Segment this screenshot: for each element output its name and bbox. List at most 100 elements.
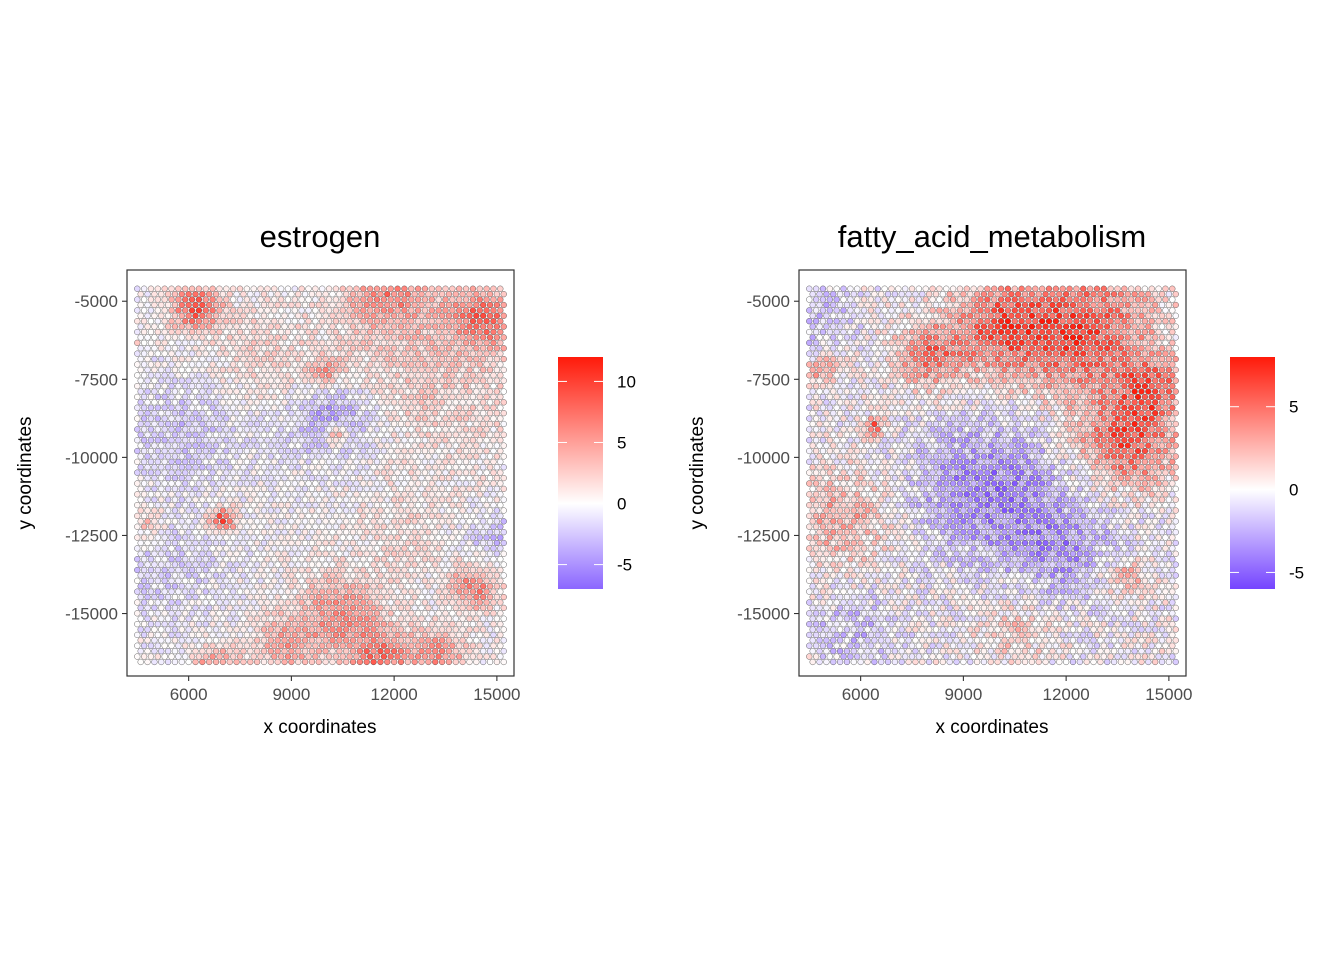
spot (439, 442, 446, 449)
spot (264, 307, 271, 314)
spot (1124, 312, 1131, 319)
spot (219, 615, 226, 622)
spot (260, 291, 268, 298)
spot (497, 502, 504, 509)
spot (864, 355, 871, 363)
spot (192, 301, 199, 309)
spot (219, 496, 226, 503)
spot (243, 318, 250, 325)
spot (236, 512, 244, 519)
spot (449, 512, 456, 519)
spot (339, 588, 346, 595)
spot (1056, 345, 1063, 352)
spot (370, 572, 377, 579)
spot (466, 431, 473, 438)
spot (363, 583, 370, 590)
spot (260, 442, 268, 449)
spot (264, 437, 271, 444)
spot (404, 648, 411, 655)
spot (987, 355, 994, 363)
spot (397, 312, 405, 319)
spot (267, 453, 274, 460)
spot (445, 572, 453, 579)
spot (195, 491, 202, 498)
spot (1138, 323, 1145, 330)
spot (267, 301, 274, 309)
panel-estrogen: estrogen 6000 9000 12000 15000 -5000-7500-1… (15, 219, 636, 738)
spot (141, 610, 148, 617)
spot (295, 377, 302, 384)
spot (216, 545, 223, 552)
spot (298, 599, 305, 606)
spot (281, 496, 288, 503)
spot (442, 545, 449, 552)
spot (960, 366, 967, 373)
spot (178, 550, 185, 557)
spot (1028, 291, 1035, 298)
spot (497, 588, 504, 595)
spot (171, 572, 179, 579)
spot (1104, 334, 1111, 341)
spot (144, 323, 151, 330)
spot (339, 621, 346, 628)
spot (158, 377, 165, 384)
spot (1114, 393, 1121, 400)
spot (329, 539, 336, 547)
spot (480, 453, 487, 460)
spot (884, 388, 892, 395)
spot (1004, 318, 1011, 325)
spot (967, 301, 974, 309)
spot (449, 404, 456, 411)
spot (819, 285, 827, 292)
spot (236, 480, 244, 487)
spot (349, 474, 357, 482)
spot (230, 285, 237, 292)
spot (264, 588, 271, 595)
spot (462, 512, 470, 519)
spot (486, 420, 494, 428)
spot (171, 334, 179, 341)
spot (816, 334, 823, 341)
spot (219, 355, 226, 363)
spot (991, 361, 998, 368)
spot (418, 518, 425, 525)
spot (185, 658, 192, 666)
spot (206, 366, 213, 373)
spot (456, 502, 463, 509)
spot (137, 604, 144, 611)
spot (373, 415, 381, 422)
spot (363, 366, 370, 373)
spot (185, 496, 192, 503)
spot (223, 556, 230, 563)
spot (295, 442, 302, 449)
spot (188, 588, 196, 595)
spot (278, 393, 285, 400)
spot (445, 474, 453, 482)
spot (360, 599, 367, 606)
spot (895, 383, 902, 390)
spot (356, 539, 363, 547)
spot (281, 539, 288, 547)
spot (360, 328, 367, 336)
spot (967, 345, 974, 352)
spot (165, 518, 172, 525)
spot (898, 291, 905, 298)
spot (806, 383, 813, 390)
spot (315, 366, 322, 373)
spot (278, 653, 285, 660)
spot (298, 556, 305, 563)
spot (456, 307, 463, 314)
spot (319, 523, 326, 530)
spot (1090, 291, 1097, 298)
spot (161, 610, 168, 617)
spot (469, 372, 476, 379)
spot (339, 512, 346, 519)
spot (1083, 366, 1090, 373)
spot (984, 350, 991, 357)
spot (349, 334, 357, 341)
spot (950, 372, 957, 379)
spot (151, 355, 158, 363)
spot (257, 415, 264, 422)
spot (1056, 355, 1063, 363)
spot (1076, 388, 1083, 395)
